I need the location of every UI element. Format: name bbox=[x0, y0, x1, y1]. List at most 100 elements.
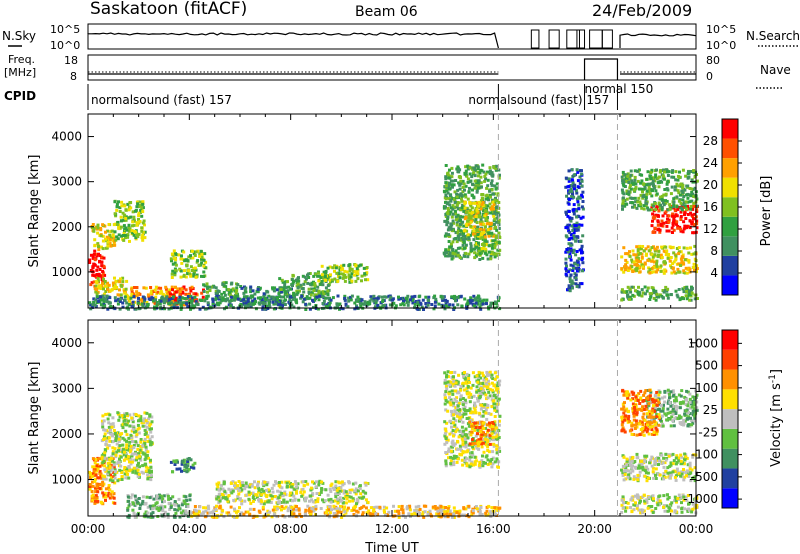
data-cell bbox=[426, 303, 430, 307]
data-cell bbox=[301, 274, 305, 278]
data-cell bbox=[148, 440, 152, 444]
data-cell bbox=[194, 513, 198, 517]
data-cell bbox=[143, 223, 146, 227]
data-cell bbox=[227, 511, 231, 515]
data-cell bbox=[267, 298, 270, 302]
data-cell bbox=[197, 510, 201, 514]
data-cell bbox=[130, 292, 134, 296]
data-blob bbox=[126, 493, 192, 519]
data-cell bbox=[110, 425, 114, 429]
y-tick-label: 1000 bbox=[51, 265, 82, 279]
data-cell bbox=[245, 295, 249, 299]
data-cell bbox=[413, 302, 417, 306]
data-cell bbox=[444, 512, 448, 515]
data-cell bbox=[262, 489, 266, 493]
data-cell bbox=[91, 480, 94, 484]
data-cell bbox=[227, 303, 231, 307]
data-cell bbox=[670, 226, 674, 230]
data-cell bbox=[495, 199, 499, 202]
data-cell bbox=[695, 226, 699, 230]
data-cell bbox=[497, 296, 501, 300]
data-cell bbox=[453, 200, 457, 204]
nsky-bottom-tick: 10^0 bbox=[50, 39, 80, 52]
data-cell bbox=[276, 507, 280, 511]
data-cell bbox=[690, 287, 694, 291]
data-cell bbox=[567, 229, 571, 233]
data-cell bbox=[565, 248, 569, 252]
data-cell bbox=[569, 242, 573, 246]
data-cell bbox=[695, 204, 699, 208]
data-cell bbox=[378, 505, 382, 509]
data-cell bbox=[567, 179, 571, 183]
data-cell bbox=[99, 475, 103, 479]
data-cell bbox=[359, 492, 363, 496]
data-cell bbox=[291, 281, 295, 285]
data-cell bbox=[347, 273, 351, 277]
data-cell bbox=[631, 270, 635, 273]
data-cell bbox=[267, 294, 271, 298]
data-cell bbox=[325, 511, 328, 515]
data-cell bbox=[113, 212, 117, 216]
data-cell bbox=[112, 496, 116, 500]
data-cell bbox=[174, 301, 178, 305]
data-cell bbox=[495, 216, 499, 220]
data-cell bbox=[574, 239, 578, 243]
data-cell bbox=[240, 499, 244, 503]
data-cell bbox=[138, 292, 142, 296]
data-cell bbox=[126, 495, 130, 499]
data-cell bbox=[340, 489, 344, 493]
data-cell bbox=[575, 259, 579, 263]
data-cell bbox=[115, 205, 119, 209]
data-cell bbox=[648, 298, 652, 301]
data-cell bbox=[427, 301, 431, 305]
data-cell bbox=[331, 499, 335, 503]
data-cell bbox=[182, 461, 186, 465]
data-cell bbox=[380, 305, 384, 309]
data-cell bbox=[322, 270, 326, 274]
data-cell bbox=[289, 498, 293, 502]
data-cell bbox=[215, 482, 219, 486]
data-blob bbox=[620, 285, 699, 302]
data-cell bbox=[456, 231, 460, 235]
data-cell bbox=[114, 434, 118, 438]
data-cell bbox=[451, 240, 455, 244]
data-cell bbox=[194, 300, 198, 304]
data-cell bbox=[647, 249, 651, 253]
data-cell bbox=[668, 207, 672, 211]
data-cell bbox=[449, 206, 453, 210]
data-cell bbox=[137, 211, 141, 215]
data-cell bbox=[679, 201, 683, 205]
data-cell bbox=[397, 505, 401, 509]
data-cell bbox=[306, 504, 310, 508]
data-cell bbox=[347, 495, 351, 499]
data-cell bbox=[436, 509, 440, 513]
data-cell bbox=[447, 505, 451, 509]
data-cell bbox=[640, 173, 644, 177]
colorbar-swatch bbox=[722, 197, 738, 217]
data-cell bbox=[102, 419, 106, 423]
data-cell bbox=[328, 265, 332, 269]
data-cell bbox=[120, 204, 124, 208]
data-cell bbox=[120, 200, 124, 204]
data-cell bbox=[496, 248, 500, 252]
data-cell bbox=[564, 267, 568, 271]
data-cell bbox=[215, 487, 219, 491]
data-cell bbox=[469, 217, 473, 221]
data-cell bbox=[468, 298, 472, 302]
data-cell bbox=[622, 270, 626, 274]
data-cell bbox=[331, 266, 335, 270]
data-cell bbox=[692, 252, 696, 256]
data-cell bbox=[628, 295, 632, 299]
data-cell bbox=[202, 290, 206, 293]
nsky-spike bbox=[589, 29, 603, 49]
data-cell bbox=[648, 192, 652, 196]
data-cell bbox=[410, 512, 414, 516]
data-cell bbox=[568, 277, 572, 281]
data-cell bbox=[336, 279, 340, 283]
data-cell bbox=[653, 179, 657, 183]
data-cell bbox=[492, 234, 495, 238]
data-cell bbox=[290, 303, 294, 307]
data-cell bbox=[411, 301, 415, 305]
data-cell bbox=[644, 198, 648, 202]
data-cell bbox=[641, 190, 644, 194]
